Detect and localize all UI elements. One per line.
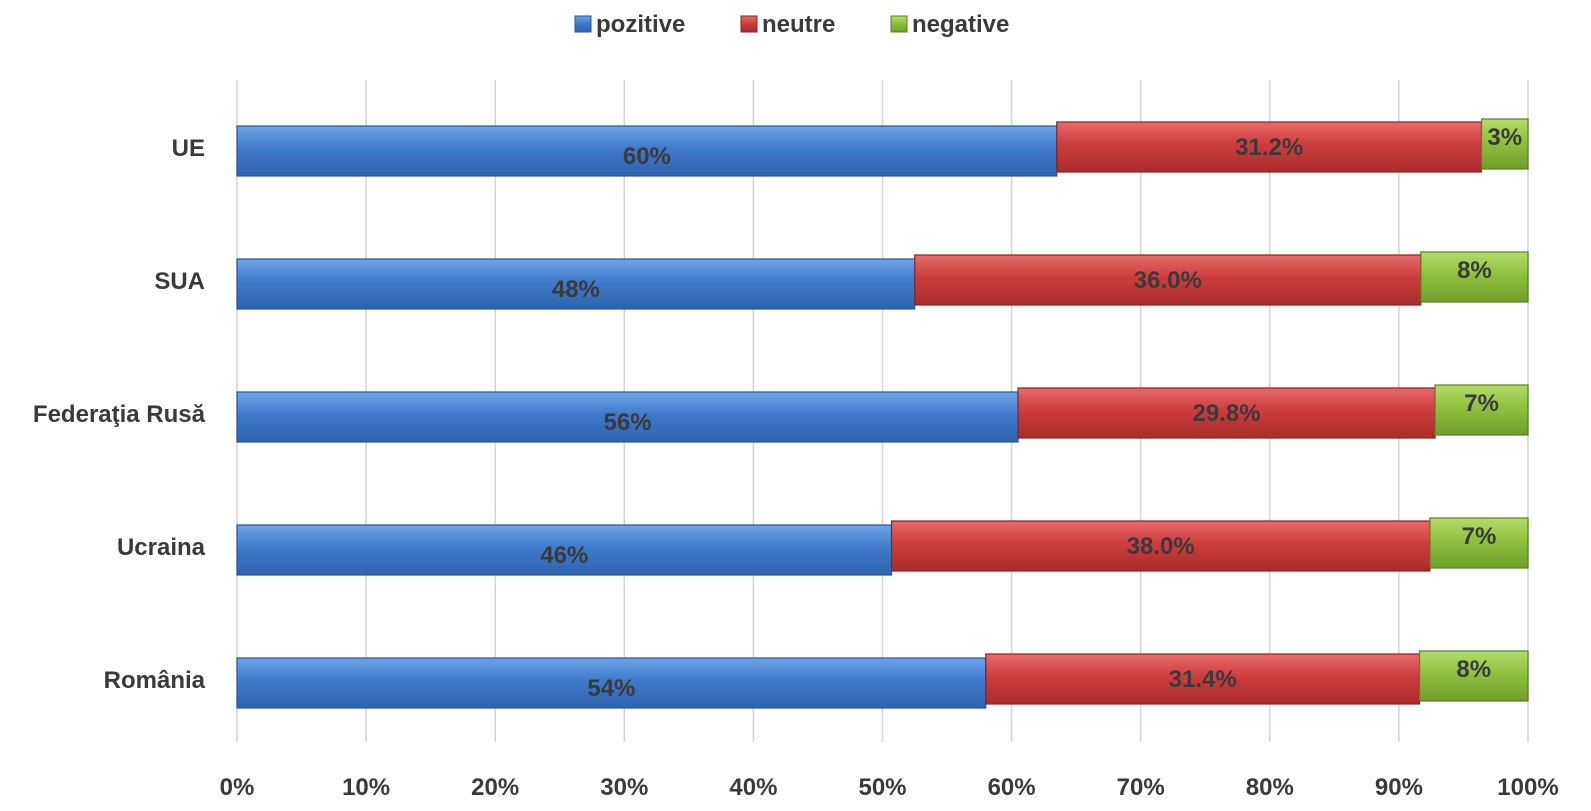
legend-swatch-negative — [890, 15, 908, 33]
data-labels: 60% 31.2% 3% 48% 36.0% 8% 56% 29.8% 7% 46% 38.0% 7%… — [540, 124, 1522, 702]
x-tick-label: 90% — [1375, 774, 1423, 801]
data-label-negative: 7% — [1462, 523, 1497, 550]
x-tick-label: 70% — [1117, 774, 1165, 801]
legend-label-pozitive: pozitive — [596, 11, 685, 38]
bar-negative-3 — [1434, 384, 1529, 436]
x-tick-label: 10% — [342, 774, 390, 801]
data-label-pozitive: 54% — [587, 675, 635, 702]
bar-neutre-4 — [890, 520, 1431, 572]
category-label: România — [104, 667, 206, 694]
bars — [236, 118, 1529, 709]
x-tick-label: 60% — [988, 774, 1036, 801]
bar-neutre-2 — [914, 254, 1422, 306]
data-label-negative: 3% — [1487, 124, 1522, 151]
data-label-negative: 8% — [1456, 656, 1491, 683]
category-label: Ucraina — [117, 534, 206, 561]
data-label-negative: 7% — [1464, 390, 1499, 417]
legend-swatch-pozitive — [574, 15, 592, 33]
bar-negative-2 — [1420, 251, 1529, 303]
x-tick-label: 0% — [220, 774, 255, 801]
data-label-pozitive: 56% — [604, 409, 652, 436]
x-tick-label: 30% — [600, 774, 648, 801]
bar-negative-1 — [1480, 118, 1529, 170]
category-label: UE — [172, 135, 205, 162]
data-label-pozitive: 48% — [552, 276, 600, 303]
bar-pozitive-1 — [236, 125, 1058, 177]
x-tick-label: 100% — [1497, 774, 1558, 801]
data-label-pozitive: 46% — [540, 542, 588, 569]
bar-neutre-5 — [985, 653, 1421, 705]
legend-swatch-neutre — [740, 15, 758, 33]
x-tick-label: 20% — [471, 774, 519, 801]
category-label: SUA — [154, 268, 205, 295]
data-label-negative: 8% — [1457, 257, 1492, 284]
axes: 0% 10% 20% 30% 40% 50% 60% 70% 80% 90% 100% UE SUA Fe… — [33, 135, 1559, 801]
bar-pozitive-3 — [236, 391, 1019, 443]
data-label-pozitive: 60% — [623, 143, 671, 170]
x-tick-label: 40% — [729, 774, 777, 801]
data-label-neutre: 36.0% — [1134, 267, 1202, 294]
bar-negative-4 — [1429, 517, 1529, 569]
x-tick-label: 50% — [858, 774, 906, 801]
bar-pozitive-2 — [236, 258, 916, 310]
data-label-neutre: 31.4% — [1169, 666, 1237, 693]
category-label: Federaţia Rusă — [33, 401, 206, 428]
bar-pozitive-4 — [236, 524, 893, 576]
data-label-neutre: 31.2% — [1235, 134, 1303, 161]
legend: pozitive neutre negative — [574, 11, 1009, 38]
bar-neutre-1 — [1056, 121, 1483, 173]
bar-negative-5 — [1418, 650, 1529, 702]
x-tick-label: 80% — [1246, 774, 1294, 801]
legend-item-neutre: neutre — [740, 11, 835, 38]
legend-item-negative: negative — [890, 11, 1009, 38]
legend-label-neutre: neutre — [762, 11, 835, 38]
legend-item-pozitive: pozitive — [574, 11, 685, 38]
bar-pozitive-5 — [236, 657, 987, 709]
data-label-neutre: 29.8% — [1193, 400, 1261, 427]
data-label-neutre: 38.0% — [1127, 533, 1195, 560]
legend-label-negative: negative — [912, 11, 1009, 38]
